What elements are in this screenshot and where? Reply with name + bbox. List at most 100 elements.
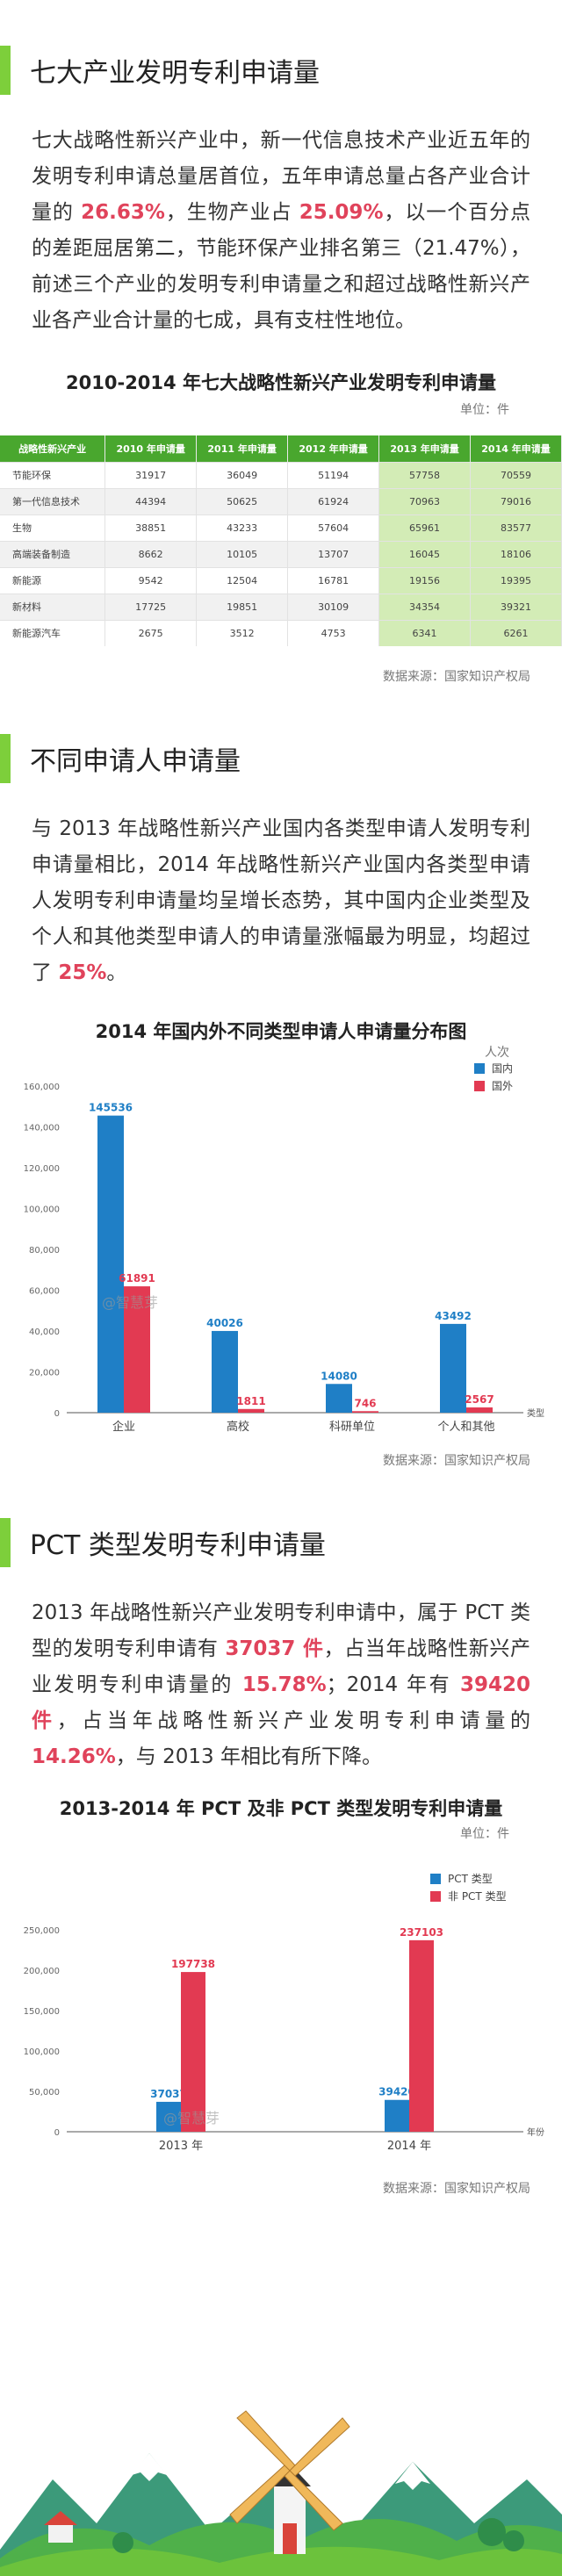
section-header-3: PCT 类型发明专利申请量 <box>0 1518 562 1567</box>
chart-2-unit: 单位：件 <box>460 1827 509 1841</box>
windmill-door <box>283 2523 297 2554</box>
chart-2-title: 2013-2014 年 PCT 及非 PCT 类型发明专利申请量 <box>59 1798 503 1819</box>
table-value-cell: 39321 <box>470 593 562 620</box>
table-value-cell: 38851 <box>104 514 198 541</box>
chart-applicant-types: 0 20,000 40,000 60,000 80,000 100,000 120,000 1… <box>24 1046 544 1434</box>
data-label: 37037 <box>150 2088 187 2100</box>
table-row: 生物 38851 43233 57604 65961 83577 <box>0 514 562 541</box>
data-label: 14080 <box>321 1370 357 1382</box>
paragraph-text: 。 <box>106 961 127 984</box>
table-category-cell: 节能环保 <box>0 461 106 488</box>
table-category-cell: 生物 <box>0 514 106 541</box>
section-2-paragraph: 与 2013 年战略性新兴产业国内各类型申请人发明专利申请量相比，2014 年战… <box>32 811 530 991</box>
table-header-cell: 2014 年申请量 <box>470 435 562 462</box>
highlight-value: 25% <box>58 961 107 984</box>
table-value-cell: 70559 <box>470 461 562 488</box>
data-label: 39420 <box>378 2086 415 2098</box>
table-row: 节能环保 31917 36049 51194 57758 70559 <box>0 461 562 488</box>
bar <box>352 1411 378 1413</box>
data-label: 61891 <box>119 1272 155 1284</box>
table-header-cell: 战略性新兴产业 <box>0 435 106 462</box>
table-category-cell: 高端装备制造 <box>0 540 106 567</box>
legend-swatch <box>430 1891 441 1902</box>
chart-2-source: 数据来源：国家知识产权局 <box>383 2182 530 2196</box>
x-tick-label: 2013 年 <box>159 2140 203 2153</box>
section-3-paragraph: 2013 年战略性新兴产业发明专利申请中，属于 PCT 类型的发明专利申请有 3… <box>32 1595 530 1775</box>
y-tick-label: 50,000 <box>29 2088 60 2097</box>
table-value-cell: 17725 <box>104 593 198 620</box>
table-category-cell: 第一代信息技术 <box>0 487 106 514</box>
section-accent-bar <box>0 46 11 95</box>
table-value-cell: 19851 <box>196 593 289 620</box>
data-label: 746 <box>354 1397 376 1409</box>
table-header-cell: 2012 年申请量 <box>287 435 380 462</box>
paragraph-text: 七大战略性新兴产业中，新一代信息技术产业近五年的发明专利申请总量居首位，五年申请… <box>32 129 530 224</box>
x-axis-label: 年份 <box>527 2126 544 2138</box>
section-header-2: 不同申请人申请量 <box>0 734 562 783</box>
paragraph-text: ，生物产业占 <box>164 201 299 224</box>
data-label: 145536 <box>89 1102 133 1114</box>
table-row: 新能源汽车 2675 3512 4753 6341 6261 <box>0 619 562 646</box>
table-value-cell: 10105 <box>196 540 289 567</box>
y-tick-label: 250,000 <box>24 1926 60 1936</box>
paragraph-text: 与 2013 年战略性新兴产业国内各类型申请人发明专利申请量相比，2014 年战… <box>32 817 530 984</box>
y-tick-label: 80,000 <box>29 1246 60 1256</box>
y-tick-label: 40,000 <box>29 1328 60 1337</box>
legend-label: 国外 <box>492 1080 513 1092</box>
y-tick-label: 0 <box>54 1409 60 1419</box>
watermark: @智慧芽 <box>102 1294 158 1311</box>
paragraph-text: ，占当年战略性新兴产业发明专利申请量的 <box>32 1637 531 1696</box>
table-header-row: 战略性新兴产业 2010 年申请量 2011 年申请量 2012 年申请量 2013 年… <box>0 435 562 462</box>
section-header-1: 七大产业发明专利申请量 <box>0 46 562 95</box>
table-value-cell: 70963 <box>378 487 472 514</box>
table-value-cell: 3512 <box>196 619 289 646</box>
hill-front <box>0 2546 562 2576</box>
table-value-cell: 57758 <box>378 461 472 488</box>
table-value-cell: 79016 <box>470 487 562 514</box>
highlight-value: 39420 件 <box>32 1673 531 1732</box>
bar <box>466 1407 493 1413</box>
x-tick-label: 个人和其他 <box>437 1421 494 1434</box>
x-tick-label: 企业 <box>112 1420 135 1434</box>
table-value-cell: 44394 <box>104 487 198 514</box>
patent-table: 战略性新兴产业 2010 年申请量 2011 年申请量 2012 年申请量 2013 年… <box>0 435 562 646</box>
table-value-cell: 51194 <box>287 461 380 488</box>
table-value-cell: 65961 <box>378 514 472 541</box>
legend-swatch <box>474 1081 485 1091</box>
table-value-cell: 18106 <box>470 540 562 567</box>
table-value-cell: 6341 <box>378 619 472 646</box>
footer-landscape-illustration <box>0 2410 562 2576</box>
tree <box>478 2518 506 2546</box>
bar <box>385 2099 409 2132</box>
table-value-cell: 12504 <box>196 566 289 594</box>
table-value-cell: 9542 <box>104 566 198 594</box>
table-unit: 单位：件 <box>460 403 509 417</box>
bar <box>212 1330 238 1413</box>
chart-unit: 人次 <box>485 1046 509 1060</box>
x-tick-label: 科研单位 <box>329 1421 375 1434</box>
bar <box>156 2101 181 2132</box>
legend-label: 非 PCT 类型 <box>448 1890 507 1903</box>
mountain-snow <box>132 2453 167 2481</box>
y-tick-label: 20,000 <box>29 1369 60 1378</box>
table-value-cell: 43233 <box>196 514 289 541</box>
tree <box>112 2532 133 2553</box>
bar <box>440 1323 466 1413</box>
tree <box>503 2530 524 2551</box>
y-tick-label: 150,000 <box>24 2007 60 2017</box>
table-value-cell: 50625 <box>196 487 289 514</box>
y-tick-label: 120,000 <box>24 1164 60 1174</box>
paragraph-text: ，以一个百分点的差距屈居第二，节能环保产业排名第三（21.47%），前述三个产业… <box>32 201 531 332</box>
section-accent-bar <box>0 1518 11 1567</box>
y-tick-label: 160,000 <box>24 1083 60 1092</box>
paragraph-text: 2013 年战略性新兴产业发明专利申请中，属于 PCT 类型的发明专利申请有 <box>32 1601 530 1660</box>
house-roof <box>44 2511 77 2525</box>
table-category-cell: 新能源汽车 <box>0 619 106 646</box>
section-title-3: PCT 类型发明专利申请量 <box>30 1530 326 1561</box>
x-tick-label: 2014 年 <box>387 2140 431 2153</box>
y-tick-label: 60,000 <box>29 1287 60 1297</box>
data-label: 2567 <box>465 1393 494 1406</box>
x-tick-label: 高校 <box>227 1420 249 1434</box>
watermark: @智慧芽 <box>163 2110 220 2126</box>
